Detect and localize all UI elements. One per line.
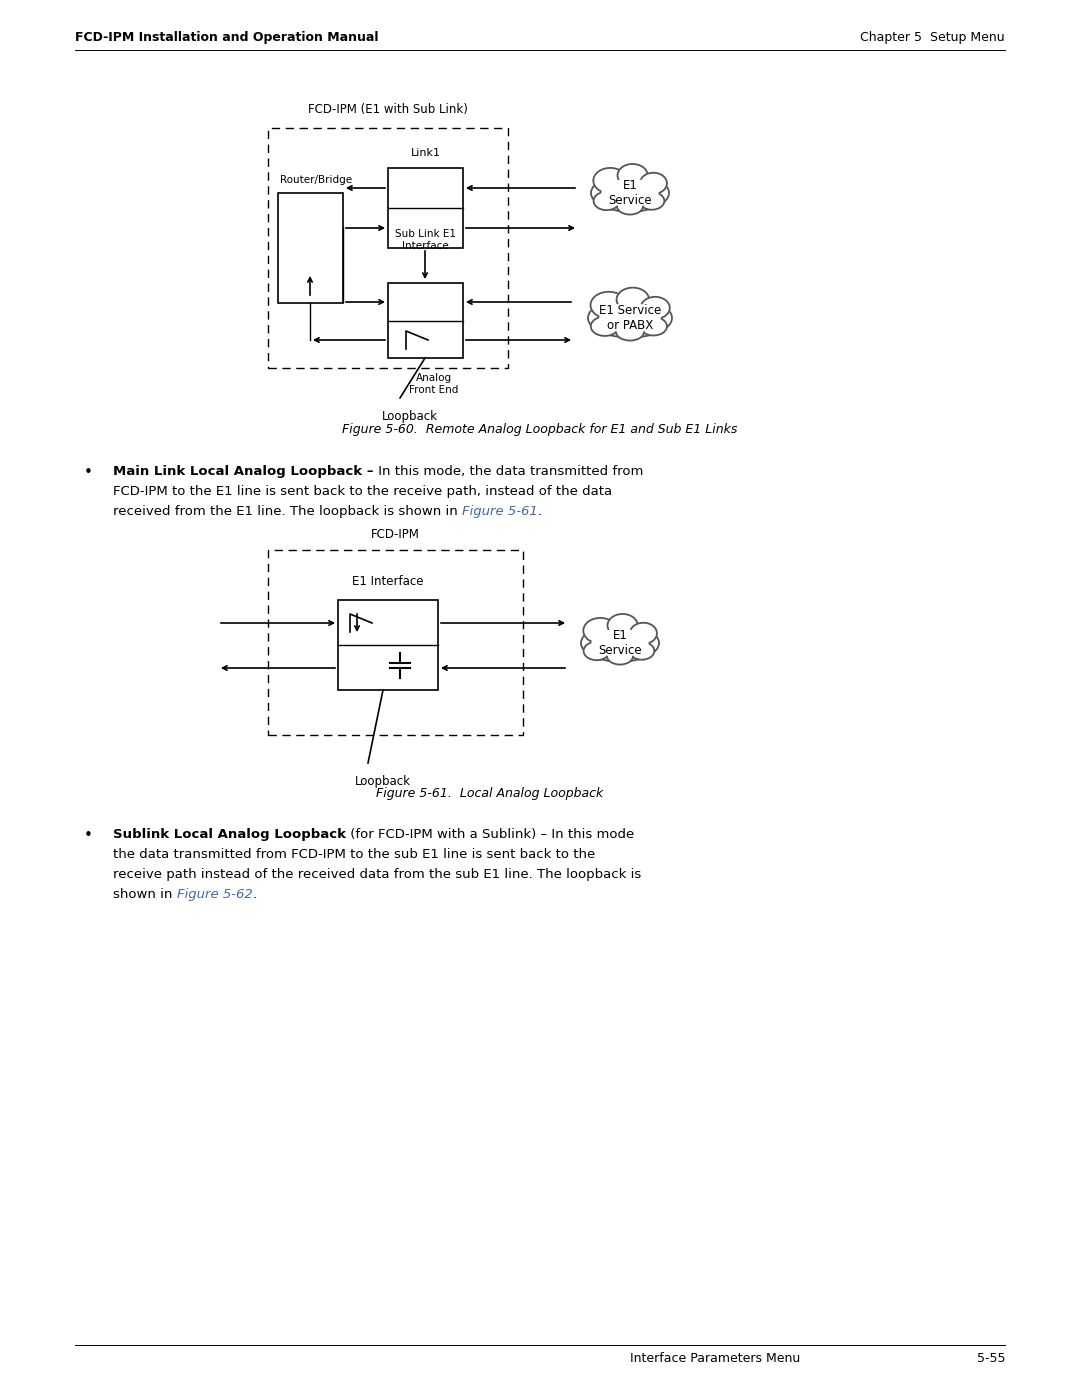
Ellipse shape bbox=[639, 173, 667, 194]
Ellipse shape bbox=[599, 303, 661, 332]
Bar bbox=[278, 193, 343, 303]
Ellipse shape bbox=[618, 163, 648, 187]
Text: shown in: shown in bbox=[113, 888, 177, 901]
Text: E1
Service: E1 Service bbox=[598, 629, 642, 657]
Text: received from the E1 line. The loopback is shown in: received from the E1 line. The loopback … bbox=[113, 504, 462, 518]
Ellipse shape bbox=[588, 299, 672, 338]
Ellipse shape bbox=[592, 629, 649, 658]
Ellipse shape bbox=[583, 617, 617, 644]
Bar bbox=[268, 550, 523, 735]
Text: Loopback: Loopback bbox=[382, 409, 438, 423]
Bar bbox=[388, 284, 463, 358]
Text: receive path instead of the received data from the sub E1 line. The loopback is: receive path instead of the received dat… bbox=[113, 868, 642, 882]
Text: Analog
Front End: Analog Front End bbox=[409, 373, 458, 394]
Text: (for FCD-IPM with a Sublink) – In this mode: (for FCD-IPM with a Sublink) – In this m… bbox=[346, 828, 634, 841]
Text: Loopback: Loopback bbox=[355, 775, 411, 788]
Text: In this mode, the data transmitted from: In this mode, the data transmitted from bbox=[374, 465, 643, 478]
Text: Sub Link E1
Interface: Sub Link E1 Interface bbox=[395, 229, 456, 251]
Text: .: . bbox=[538, 504, 542, 518]
Bar bbox=[268, 129, 508, 367]
Ellipse shape bbox=[591, 292, 626, 319]
Ellipse shape bbox=[607, 648, 633, 665]
Ellipse shape bbox=[640, 296, 670, 319]
Text: •: • bbox=[83, 828, 93, 842]
Ellipse shape bbox=[616, 323, 644, 341]
Text: FCD-IPM Installation and Operation Manual: FCD-IPM Installation and Operation Manua… bbox=[75, 31, 378, 43]
Ellipse shape bbox=[581, 624, 659, 662]
Text: Chapter 5  Setup Menu: Chapter 5 Setup Menu bbox=[861, 31, 1005, 43]
Text: Main Link Local Analog Loopback –: Main Link Local Analog Loopback – bbox=[113, 465, 374, 478]
Text: Figure 5-60.  Remote Analog Loopback for E1 and Sub E1 Links: Figure 5-60. Remote Analog Loopback for … bbox=[342, 423, 738, 436]
Ellipse shape bbox=[593, 168, 627, 193]
Text: E1 Service
or PABX: E1 Service or PABX bbox=[599, 305, 661, 332]
Text: •: • bbox=[83, 465, 93, 481]
Text: Figure 5-62: Figure 5-62 bbox=[177, 888, 253, 901]
Text: E1 Interface: E1 Interface bbox=[352, 576, 423, 588]
Ellipse shape bbox=[617, 198, 643, 215]
Text: FCD-IPM: FCD-IPM bbox=[372, 528, 420, 541]
Text: Link1: Link1 bbox=[410, 148, 441, 158]
Ellipse shape bbox=[608, 613, 637, 637]
Ellipse shape bbox=[617, 288, 649, 312]
Text: Interface Parameters Menu: Interface Parameters Menu bbox=[630, 1351, 800, 1365]
Ellipse shape bbox=[591, 175, 669, 212]
Ellipse shape bbox=[594, 191, 620, 210]
Ellipse shape bbox=[640, 317, 667, 335]
Text: Router/Bridge: Router/Bridge bbox=[280, 175, 352, 184]
Text: Sublink Local Analog Loopback: Sublink Local Analog Loopback bbox=[113, 828, 346, 841]
Text: Figure 5-61.  Local Analog Loopback: Figure 5-61. Local Analog Loopback bbox=[376, 787, 604, 799]
Text: FCD-IPM (E1 with Sub Link): FCD-IPM (E1 with Sub Link) bbox=[308, 103, 468, 116]
Ellipse shape bbox=[630, 623, 657, 644]
Text: .: . bbox=[253, 888, 257, 901]
Text: 5-55: 5-55 bbox=[976, 1351, 1005, 1365]
Ellipse shape bbox=[639, 193, 664, 210]
Text: E1
Service: E1 Service bbox=[608, 179, 652, 207]
Text: the data transmitted from FCD-IPM to the sub E1 line is sent back to the: the data transmitted from FCD-IPM to the… bbox=[113, 848, 595, 861]
Ellipse shape bbox=[583, 641, 609, 661]
Text: FCD-IPM to the E1 line is sent back to the receive path, instead of the data: FCD-IPM to the E1 line is sent back to t… bbox=[113, 485, 612, 497]
Text: Figure 5-61: Figure 5-61 bbox=[462, 504, 538, 518]
Ellipse shape bbox=[591, 317, 619, 335]
Bar bbox=[338, 599, 438, 690]
Ellipse shape bbox=[602, 179, 659, 207]
Ellipse shape bbox=[630, 643, 654, 659]
Bar bbox=[388, 168, 463, 249]
